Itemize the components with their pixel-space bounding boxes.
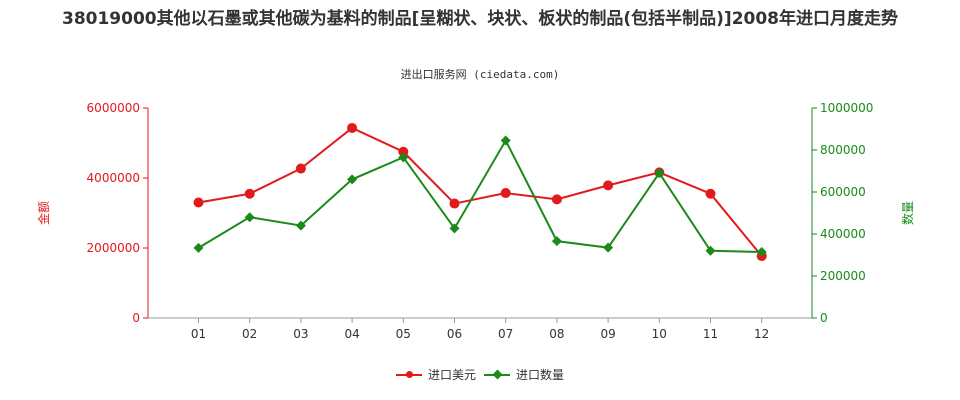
legend: 进口美元 进口数量 — [0, 366, 960, 386]
series-1-point — [193, 242, 204, 253]
right-tick-label: 800000 — [820, 143, 866, 157]
x-tick-label: 08 — [549, 327, 564, 341]
series-1-point — [244, 212, 255, 223]
series-0-point — [449, 198, 460, 209]
series-0-point — [551, 194, 562, 205]
series-1-point — [500, 135, 511, 146]
series-1-point — [449, 223, 460, 234]
series-0-point — [500, 188, 511, 199]
legend-label-import-qty: 进口数量 — [516, 368, 565, 382]
chart-subtitle: 进出口服务网 (ciedata.com) — [400, 68, 560, 81]
x-tick-label: 12 — [754, 327, 769, 341]
series-1-point — [295, 220, 306, 231]
x-tick-label: 09 — [600, 327, 615, 341]
series-1-point — [603, 242, 614, 253]
x-tick-label: 05 — [396, 327, 411, 341]
legend-label-import-usd: 进口美元 — [428, 368, 477, 382]
legend-item-import-qty[interactable]: 进口数量 — [484, 366, 564, 383]
chart-title: 38019000其他以石墨或其他碳为基料的制品[呈糊状、块状、板状的制品(包括半… — [61, 9, 899, 29]
series-0-point — [603, 180, 614, 191]
x-tick-label: 04 — [344, 327, 359, 341]
series-0-point — [244, 188, 255, 199]
x-tick-label: 02 — [242, 327, 257, 341]
left-tick-label: 6000000 — [87, 101, 140, 115]
right-tick-label: 600000 — [820, 185, 866, 199]
right-axis-label: 数量 — [900, 201, 915, 225]
right-tick-label: 0 — [820, 311, 828, 325]
series-line-1 — [197, 138, 762, 254]
x-tick-label: 07 — [498, 327, 513, 341]
legend-item-import-usd[interactable]: 进口美元 — [396, 366, 476, 383]
left-tick-label: 0 — [132, 311, 140, 325]
series-1-point — [551, 236, 562, 247]
right-tick-label: 200000 — [820, 269, 866, 283]
series-1-point — [347, 174, 358, 185]
left-tick-label: 4000000 — [87, 171, 140, 185]
x-tick-label: 11 — [703, 327, 718, 341]
series-0-point — [347, 122, 358, 133]
series-0-point — [398, 146, 409, 157]
x-tick-label: 03 — [293, 327, 308, 341]
series-0-point — [705, 188, 716, 199]
series-0-point — [295, 163, 306, 174]
x-tick-label: 10 — [652, 327, 667, 341]
x-tick-label: 06 — [447, 327, 462, 341]
series-0-point — [193, 197, 204, 208]
legend-swatch-import-qty — [484, 369, 510, 381]
series-1-point — [756, 247, 767, 258]
series-1-point — [705, 245, 716, 256]
x-tick-label: 01 — [191, 327, 206, 341]
series-1-point — [654, 168, 665, 179]
left-axis-label: 金额 — [36, 201, 51, 225]
right-tick-label: 1000000 — [820, 101, 873, 115]
legend-swatch-import-usd — [396, 369, 422, 381]
series-1-point — [398, 152, 409, 163]
left-tick-label: 2000000 — [87, 241, 140, 255]
series-line-0 — [198, 126, 763, 257]
right-tick-label: 400000 — [820, 227, 866, 241]
